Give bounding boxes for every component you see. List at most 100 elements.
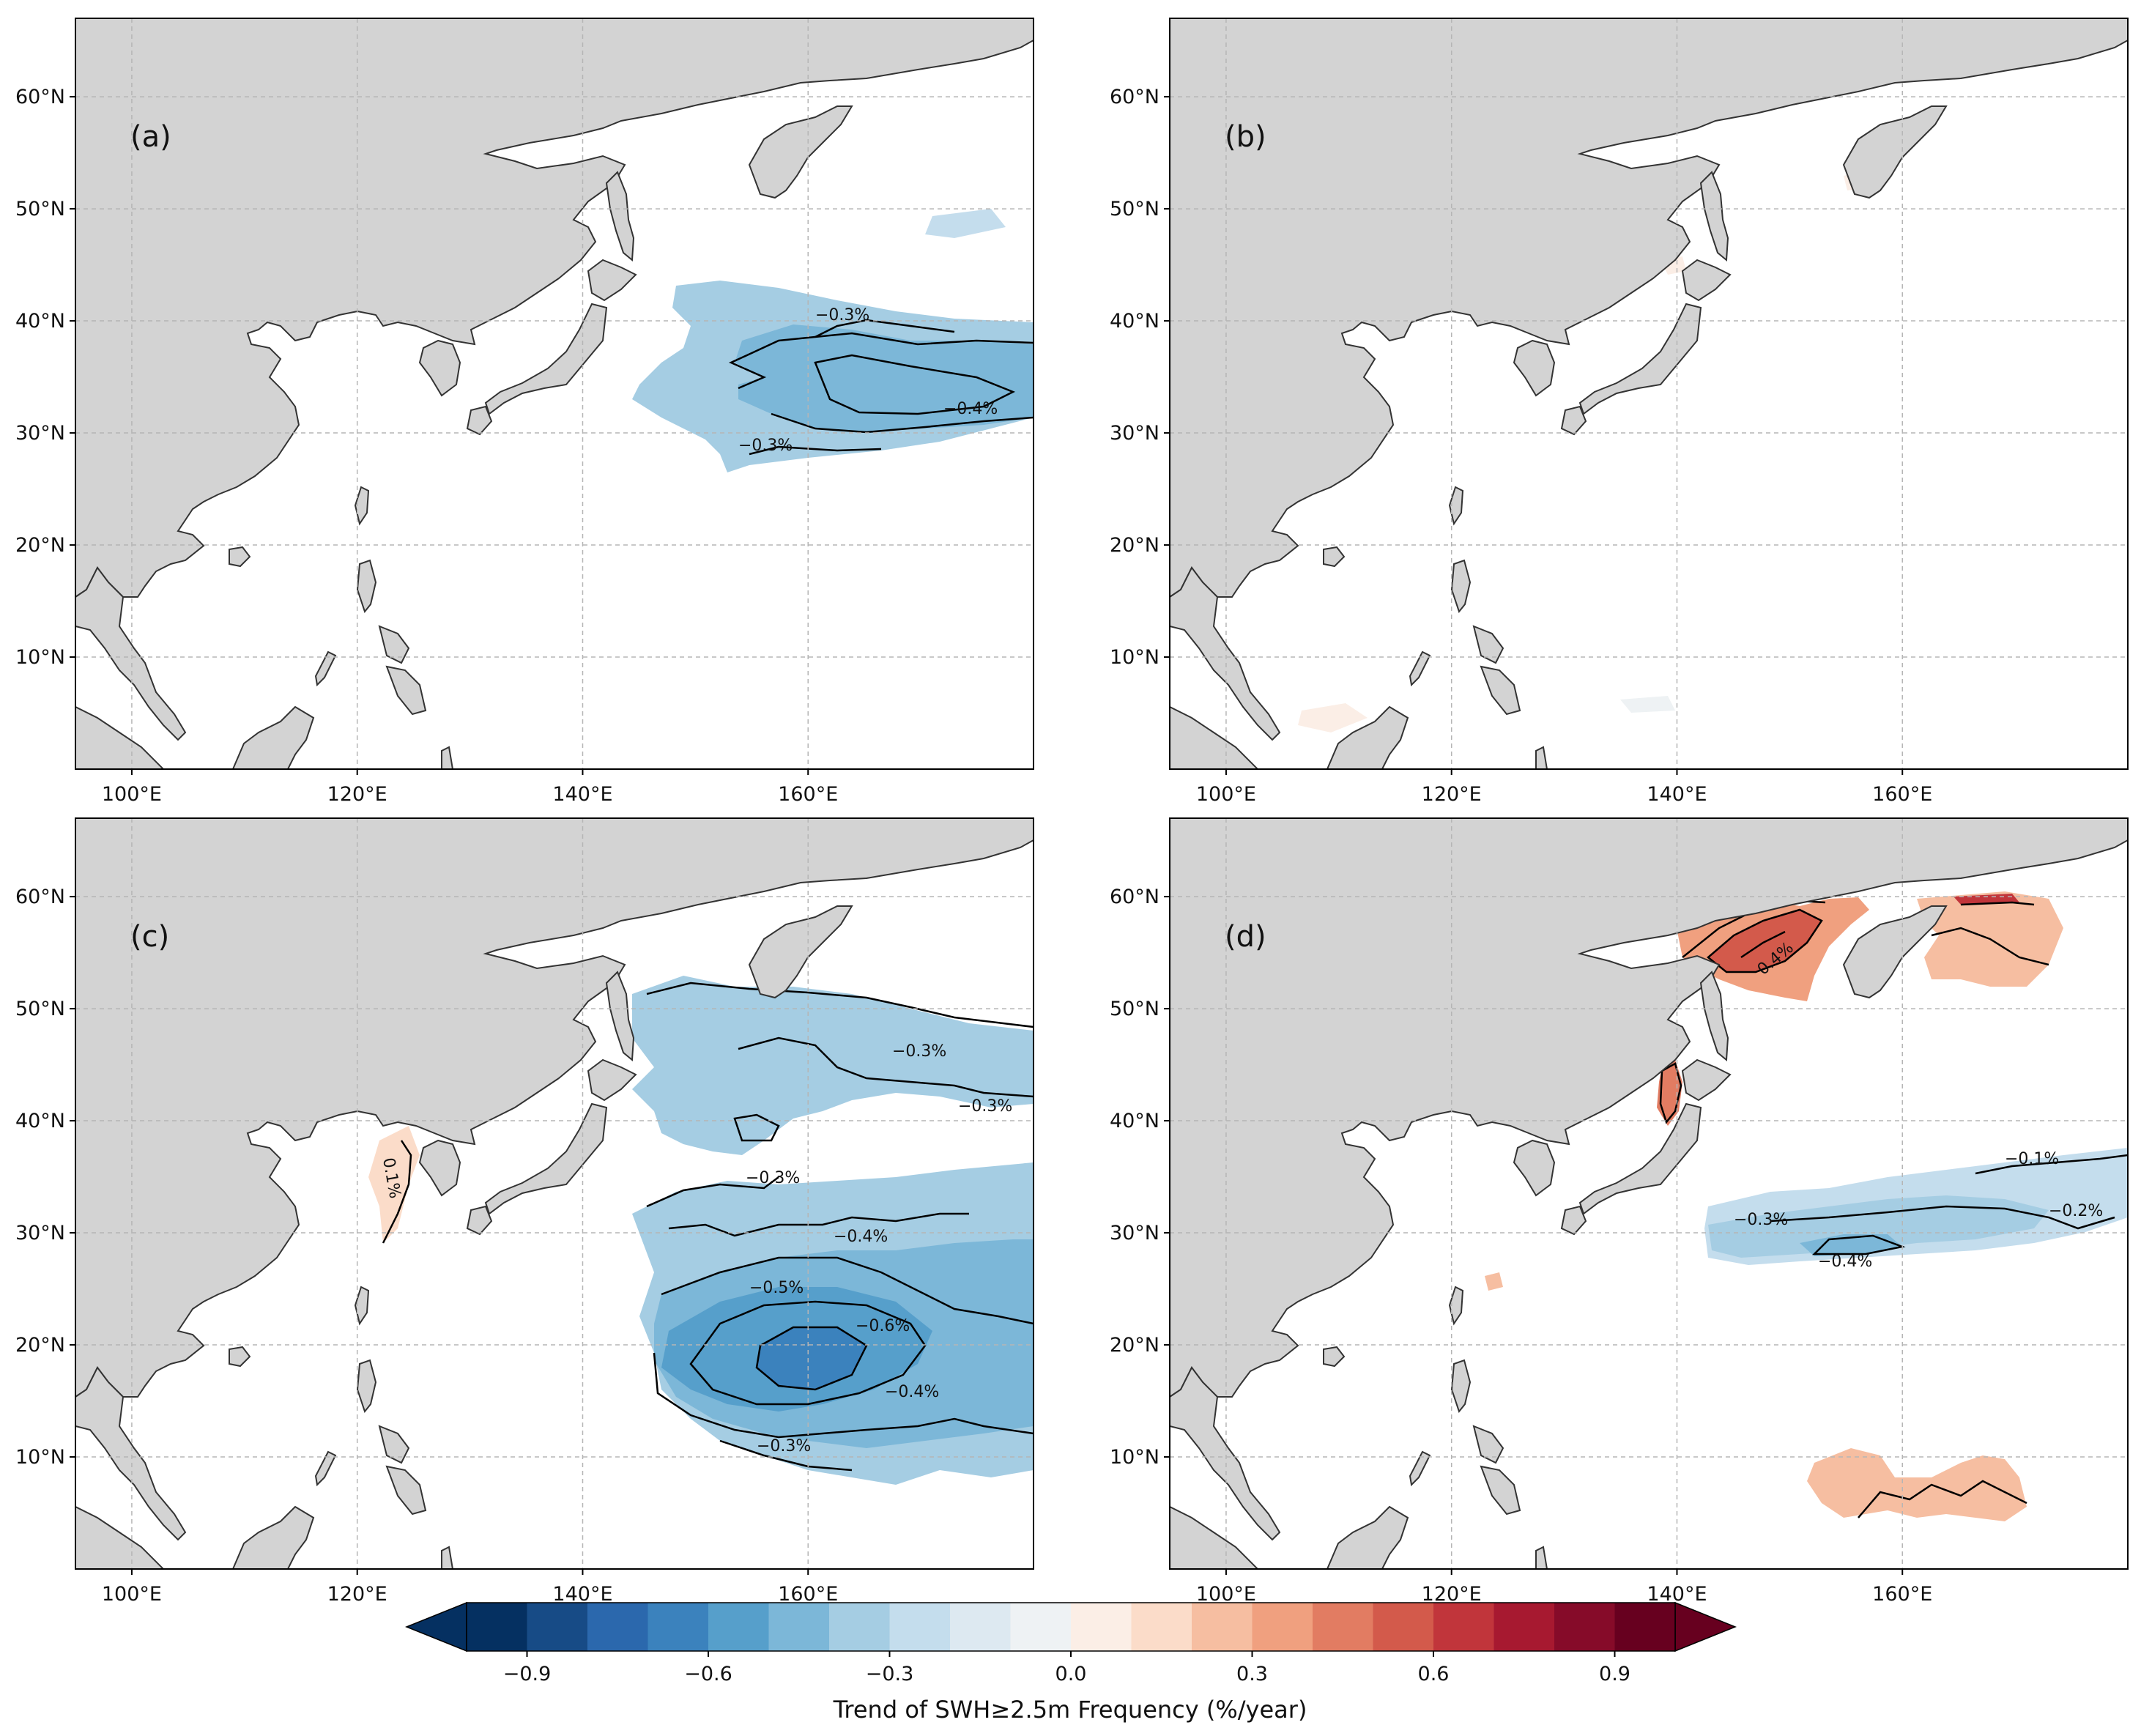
lon-tick-label: 100°E — [102, 783, 162, 806]
contour-line — [719, 1439, 853, 1472]
contour-line — [1740, 930, 1786, 959]
trend-region-blue-light — [632, 976, 1034, 1155]
contour-line — [668, 1212, 969, 1237]
trend-region-blue-mid — [735, 324, 1034, 432]
axis-layer: 10°N 20°N 30°N 40°N 50°N 60°N 100°E 120°E 140°E 1… — [15, 86, 1932, 1606]
panel-b: (b) — [1169, 18, 2129, 770]
gridlines — [75, 818, 1034, 1569]
panel-c: −0.3% −0.3% −0.3% −0.4% −0.5% −0.6% −0.4… — [75, 817, 1034, 1570]
contour-line — [646, 1176, 779, 1208]
colorbar-segment — [1313, 1603, 1373, 1651]
contour-label: −0.3% — [746, 1169, 800, 1187]
lat-tick-label: 40°N — [1110, 310, 1159, 333]
lon-tick-label: 140°E — [552, 783, 612, 806]
colorbar-segment — [829, 1603, 890, 1651]
panel-frame — [1169, 18, 2129, 770]
lat-tick-label: 30°N — [15, 1222, 65, 1244]
lat-tick-label: 20°N — [15, 534, 65, 557]
colorbar-extend-min — [404, 1601, 467, 1652]
panel-label: (d) — [1225, 920, 1266, 954]
panel-label: (c) — [130, 920, 169, 954]
lon-tick-label: 100°E — [1196, 783, 1256, 806]
trend-region-red-light — [1807, 1448, 2027, 1521]
lat-tick-label: 20°N — [15, 1334, 65, 1357]
contour-line — [1975, 1154, 2128, 1175]
colorbar-segment — [1433, 1603, 1494, 1651]
lon-tick-label: 160°E — [778, 783, 838, 806]
contour-line — [1707, 908, 1823, 973]
colorbar-segment — [768, 1603, 830, 1651]
lon-tick-label: 160°E — [1872, 1583, 1932, 1606]
colorbar: −0.9 −0.6 −0.3 0.0 0.3 0.6 0.9 Trend of SWH≥2.… — [404, 1601, 1737, 1724]
colorbar-tick-label: −0.6 — [684, 1663, 732, 1685]
lat-tick-label: 60°N — [1110, 886, 1159, 908]
contour-line — [1960, 901, 2035, 906]
lat-tick-label: 60°N — [1110, 86, 1159, 108]
gridlines — [75, 18, 1034, 769]
lat-tick-label: 50°N — [15, 198, 65, 220]
trend-region-faint — [1620, 696, 1675, 713]
lat-tick-label: 30°N — [1110, 1222, 1159, 1244]
lon-tick-label: 120°E — [1422, 783, 1482, 806]
panel-a: −0.3% −0.4% −0.3% (a) — [75, 18, 1034, 770]
lat-tick-label: 40°N — [1110, 1110, 1159, 1132]
panel-d: 0.4% −0.1% −0.2% −0.3% −0.4% (d) — [1169, 817, 2129, 1570]
contour-label: −0.4% — [1818, 1253, 1872, 1271]
colorbar-segment — [1554, 1603, 1615, 1651]
lat-tick-label: 10°N — [1110, 1446, 1159, 1469]
trend-region-faint — [1298, 703, 1368, 732]
colorbar-segment — [1131, 1603, 1192, 1651]
contour-label: −0.4% — [834, 1228, 888, 1246]
colorbar-segment — [587, 1603, 648, 1651]
contour-label: −0.3% — [815, 306, 869, 324]
contour-line — [661, 1256, 1034, 1325]
contour-line — [733, 1113, 780, 1142]
trend-region-red-faint — [368, 1126, 420, 1243]
contour-line — [1858, 1480, 2027, 1518]
lon-tick-label: 140°E — [552, 1583, 612, 1606]
contour-label: −0.6% — [856, 1317, 910, 1335]
colorbar-segments — [404, 1601, 1737, 1652]
contour-line — [653, 1352, 1034, 1439]
contour-label: −0.4% — [885, 1383, 939, 1401]
contour-label: −0.5% — [749, 1279, 804, 1297]
contour-line — [382, 1140, 412, 1244]
lon-tick-label: 160°E — [1872, 783, 1932, 806]
contour-label: −0.4% — [943, 400, 998, 418]
lat-tick-label: 40°N — [15, 310, 65, 333]
panel-frame — [75, 817, 1034, 1570]
lat-tick-label: 20°N — [1110, 534, 1159, 557]
colorbar-segment — [467, 1603, 527, 1651]
panel-label: (a) — [130, 120, 171, 154]
lat-tick-label: 10°N — [1110, 646, 1159, 669]
trend-region-blue-mid — [1800, 1234, 1902, 1256]
panel-frame — [1169, 817, 2129, 1570]
contour-line — [1931, 927, 2049, 966]
colorbar-segment — [708, 1603, 769, 1651]
lat-tick-label: 50°N — [1110, 198, 1159, 220]
colorbar-tick-label: −0.9 — [503, 1663, 552, 1685]
lat-tick-label: 50°N — [1110, 998, 1159, 1020]
contour-line — [689, 1300, 927, 1406]
lon-tick-label: 140°E — [1647, 783, 1707, 806]
colorbar-segment — [1192, 1603, 1253, 1651]
lat-tick-label: 50°N — [15, 998, 65, 1020]
lat-tick-label: 30°N — [15, 422, 65, 445]
contour-label: −0.3% — [1734, 1211, 1788, 1229]
contour-line — [1770, 1205, 2115, 1230]
colorbar-extend-max — [1674, 1601, 1737, 1652]
colorbar-tick-label: 0.6 — [1418, 1663, 1450, 1685]
colorbar-ticks: −0.9 −0.6 −0.3 0.0 0.3 0.6 0.9 — [503, 1651, 1630, 1685]
panel-frame — [75, 18, 1034, 770]
trend-region-blue-small — [925, 209, 1006, 238]
colorbar-segment — [648, 1603, 709, 1651]
contour-label: −0.3% — [892, 1042, 946, 1061]
contour-line — [815, 319, 955, 338]
panel-label: (b) — [1225, 120, 1266, 154]
lon-tick-label: 100°E — [1196, 1583, 1256, 1606]
colorbar-segment — [950, 1603, 1011, 1651]
colorbar-segment — [1614, 1603, 1676, 1651]
contour-label: −0.3% — [738, 437, 793, 455]
contour-line — [1659, 1062, 1682, 1124]
lat-tick-label: 20°N — [1110, 1334, 1159, 1357]
